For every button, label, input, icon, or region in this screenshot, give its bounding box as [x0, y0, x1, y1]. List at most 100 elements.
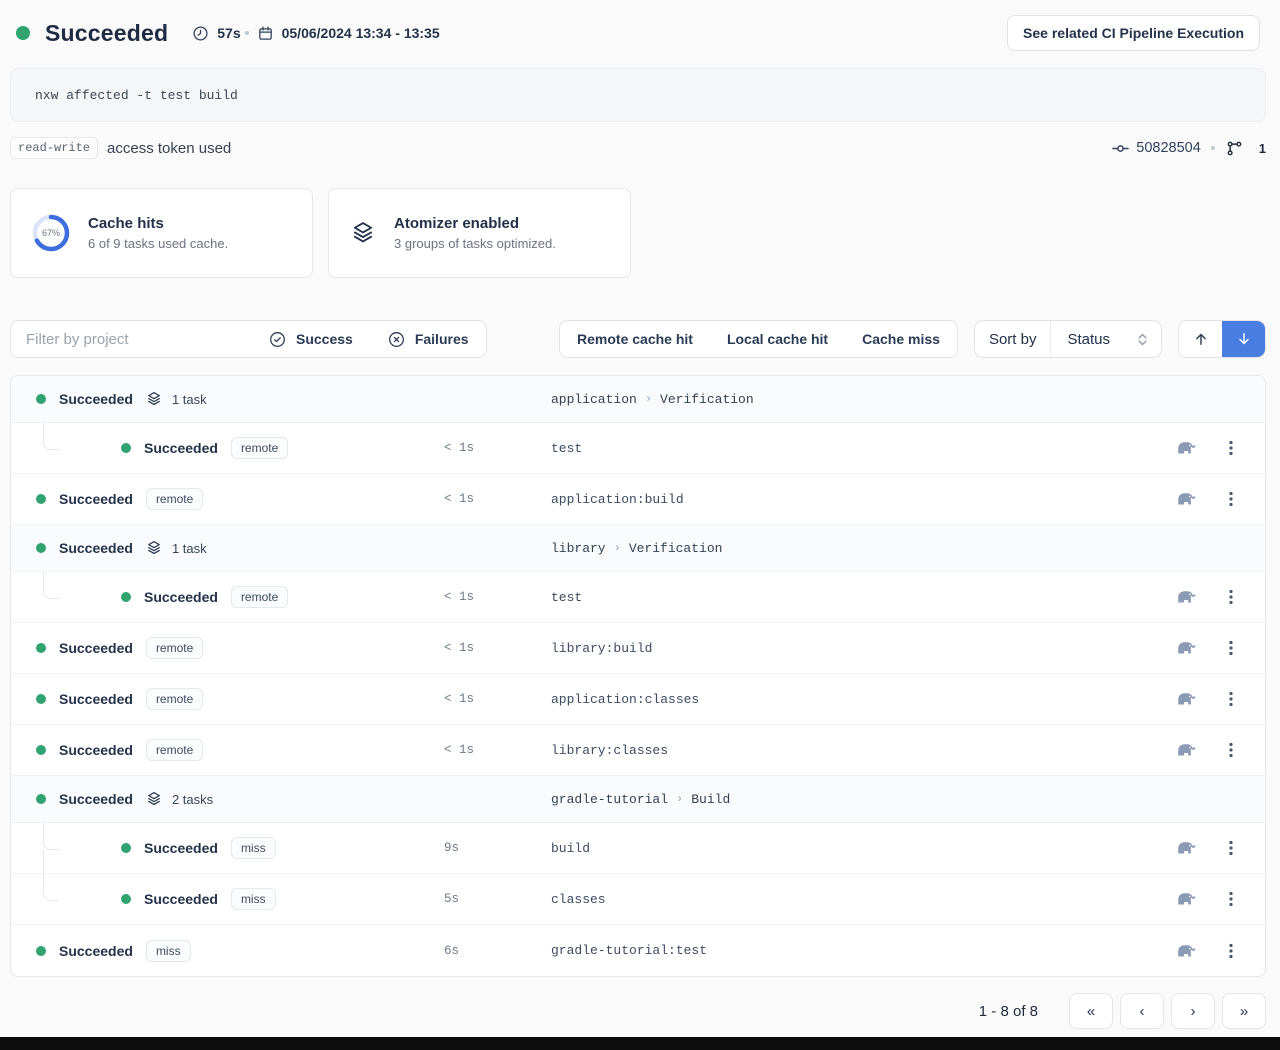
- filter-cache-miss-button[interactable]: Cache miss: [845, 321, 957, 357]
- task-duration: < 1s: [444, 590, 475, 604]
- gradle-elephant-icon[interactable]: [1175, 437, 1197, 459]
- task-row[interactable]: Succeeded remote < 1s library:build: [11, 623, 1265, 674]
- sort-by-label: Sort by: [988, 330, 1037, 348]
- task-group-row[interactable]: Succeeded 1 task application › Verificat…: [11, 376, 1265, 423]
- task-duration: < 1s: [444, 641, 475, 655]
- status-dot: [36, 643, 46, 653]
- kebab-menu-icon[interactable]: [1223, 588, 1239, 606]
- task-duration: 5s: [444, 892, 460, 906]
- pagination-next-button[interactable]: ›: [1171, 993, 1215, 1029]
- atomizer-subtitle: 3 groups of tasks optimized.: [394, 236, 556, 251]
- cache-filter-group: Remote cache hit Local cache hit Cache m…: [559, 320, 958, 358]
- row-status-label: Succeeded: [59, 791, 133, 807]
- atomizer-group-icon: [145, 539, 163, 557]
- pagination-first-button[interactable]: «: [1069, 993, 1113, 1029]
- task-row[interactable]: Succeeded remote < 1s application:classe…: [11, 674, 1265, 725]
- access-token-text: access token used: [107, 139, 232, 157]
- task-row[interactable]: Succeeded miss 9s build: [11, 823, 1265, 874]
- kebab-menu-icon[interactable]: [1223, 942, 1239, 960]
- task-duration: 9s: [444, 841, 460, 855]
- project-name: application: [551, 391, 637, 407]
- task-name: test: [551, 589, 583, 605]
- group-task-count: 2 tasks: [171, 791, 214, 807]
- project-filter-input[interactable]: [11, 321, 251, 357]
- target-name: Build: [691, 791, 731, 807]
- header-separator-dot: [244, 31, 249, 35]
- task-group-row[interactable]: Succeeded 2 tasks gradle-tutorial › Buil…: [11, 776, 1265, 823]
- kebab-menu-icon[interactable]: [1223, 839, 1239, 857]
- pagination-last-button[interactable]: »: [1222, 993, 1266, 1029]
- atomizer-title: Atomizer enabled: [394, 215, 520, 232]
- task-row[interactable]: Succeeded remote < 1s library:classes: [11, 725, 1265, 776]
- token-row: read-write access token used 50828504 1: [10, 135, 1266, 161]
- task-name: application:build: [551, 491, 684, 507]
- atomizer-card: Atomizer enabled 3 groups of tasks optim…: [328, 188, 631, 278]
- bottom-black-bar: [0, 1037, 1280, 1050]
- commit-id[interactable]: 50828504: [1136, 140, 1201, 156]
- task-name: test: [551, 440, 583, 456]
- task-row[interactable]: Succeeded miss 6s gradle-tutorial:test: [11, 925, 1265, 976]
- clock-icon: [192, 25, 209, 42]
- target-name: Verification: [628, 540, 723, 556]
- gradle-elephant-icon[interactable]: [1175, 637, 1197, 659]
- filter-local-cache-hit-button[interactable]: Local cache hit: [709, 321, 846, 357]
- stat-cards: 67% Cache hits 6 of 9 tasks used cache. …: [10, 188, 1266, 278]
- related-ci-pipeline-button[interactable]: See related CI Pipeline Execution: [1007, 15, 1260, 51]
- vcs-separator-dot: [1210, 146, 1215, 150]
- status-dot: [36, 494, 46, 504]
- row-status-label: Succeeded: [59, 540, 133, 556]
- task-row[interactable]: Succeeded miss 5s classes: [11, 874, 1265, 925]
- gradle-elephant-icon[interactable]: [1175, 940, 1197, 962]
- filter-remote-cache-hit-button[interactable]: Remote cache hit: [560, 321, 710, 357]
- status-dot: [36, 745, 46, 755]
- sort-direction-group: [1178, 320, 1266, 358]
- task-group-row[interactable]: Succeeded 1 task library › Verification: [11, 525, 1265, 572]
- task-duration: 6s: [444, 943, 460, 958]
- task-name: library:classes: [551, 742, 669, 758]
- cache-status-badge: remote: [230, 586, 289, 608]
- row-status-label: Succeeded: [144, 891, 218, 907]
- task-row[interactable]: Succeeded remote < 1s test: [11, 423, 1265, 474]
- check-circle-icon: [268, 330, 287, 349]
- cache-status-badge: remote: [230, 437, 289, 459]
- branch-icon: [1225, 139, 1244, 158]
- sort-field-select[interactable]: Status: [1050, 321, 1161, 357]
- sort-ascending-button[interactable]: [1179, 321, 1222, 357]
- gradle-elephant-icon[interactable]: [1175, 888, 1197, 910]
- task-duration: < 1s: [444, 692, 475, 706]
- kebab-menu-icon[interactable]: [1223, 439, 1239, 457]
- gradle-elephant-icon[interactable]: [1175, 586, 1197, 608]
- kebab-menu-icon[interactable]: [1223, 741, 1239, 759]
- task-duration: < 1s: [444, 441, 475, 455]
- chevron-up-down-icon: [1136, 332, 1149, 347]
- project-filter-group: Success Failures: [10, 320, 487, 358]
- kebab-menu-icon[interactable]: [1223, 639, 1239, 657]
- gradle-elephant-icon[interactable]: [1175, 837, 1197, 859]
- gradle-elephant-icon[interactable]: [1175, 688, 1197, 710]
- task-name: classes: [551, 891, 606, 907]
- filter-success-button[interactable]: Success: [251, 321, 370, 357]
- task-row[interactable]: Succeeded remote < 1s application:build: [11, 474, 1265, 525]
- pagination-prev-button[interactable]: ‹: [1120, 993, 1164, 1029]
- cache-status-badge: miss: [230, 888, 276, 910]
- target-name: Verification: [660, 391, 754, 407]
- run-status-dot: [16, 26, 30, 40]
- task-row[interactable]: Succeeded remote < 1s test: [11, 572, 1265, 623]
- gradle-elephant-icon[interactable]: [1175, 739, 1197, 761]
- cache-status-badge: remote: [145, 739, 204, 761]
- status-dot: [121, 843, 131, 853]
- filter-failures-button[interactable]: Failures: [369, 321, 486, 357]
- access-token-badge: read-write: [10, 137, 99, 159]
- row-status-label: Succeeded: [144, 589, 218, 605]
- cache-hits-donut-chart: 67%: [32, 214, 70, 252]
- sort-descending-button[interactable]: [1222, 321, 1265, 357]
- cache-status-badge: remote: [145, 688, 204, 710]
- kebab-menu-icon[interactable]: [1223, 690, 1239, 708]
- branch-count: 1: [1258, 140, 1266, 156]
- kebab-menu-icon[interactable]: [1223, 890, 1239, 908]
- run-date-range: 05/06/2024 13:34 - 13:35: [257, 25, 440, 42]
- commit-icon: [1111, 139, 1130, 158]
- kebab-menu-icon[interactable]: [1223, 490, 1239, 508]
- run-details-page: Succeeded 57s 05/06/2024 13:34 - 13:35 S…: [0, 15, 1280, 1029]
- gradle-elephant-icon[interactable]: [1175, 488, 1197, 510]
